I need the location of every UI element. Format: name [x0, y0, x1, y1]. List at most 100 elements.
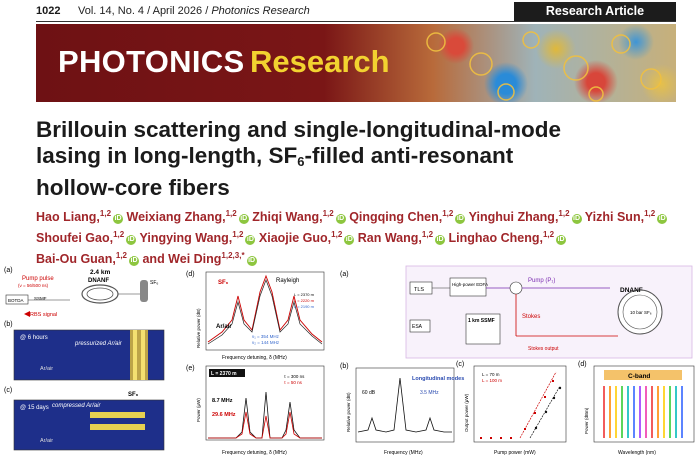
title-line-2: lasing in long-length, SF6-filled anti-r… [36, 143, 514, 169]
author-affiliation: 1,2 [558, 209, 570, 218]
author-name: Bai-Ou Guan, [36, 252, 116, 267]
orcid-icon[interactable]: iD [113, 214, 124, 225]
plot-e-xlabel: Frequency detuning, δ (MHz) [222, 450, 287, 456]
fiber-length-label: 2.4 km [90, 269, 110, 276]
author-affiliation: 1,2 [232, 230, 244, 240]
page-header: 1022 Vol. 14, No. 4 / April 2026 / Photo… [0, 0, 698, 24]
setup-pump: Pump (P₁) [528, 278, 555, 284]
panel-e-label: (e) [186, 365, 195, 372]
plot-d-trace-2 [207, 279, 323, 345]
author-affiliation: 1,2 [644, 209, 656, 218]
plot-d-xlabel: Frequency detuning, δ (MHz) [222, 355, 287, 361]
orcid-icon[interactable]: iD [246, 256, 257, 267]
author-name: Qingqing Chen, [349, 210, 443, 225]
orcid-icon[interactable]: iD [238, 214, 249, 225]
plot-d-arair: Ar/air [216, 324, 232, 330]
author-name: Ran Wang, [357, 231, 422, 246]
plot-c2-legend-1: L = 70 m [482, 372, 500, 377]
plot-c2-xlabel: Pump power (mW) [494, 450, 536, 456]
setup-tls: TLS [414, 287, 424, 293]
panel-c-label: (c) [4, 387, 12, 394]
sf6-label-a: SF₆ [150, 280, 158, 286]
plot-e-trace-2 [208, 411, 322, 439]
plot-d2-ylabel: Power (dBm) [584, 407, 589, 434]
plot-e-trace-1 [208, 391, 322, 439]
panel-a2-label: (a) [340, 271, 349, 278]
plot-d-frame [205, 271, 325, 351]
orcid-icon[interactable]: iD [435, 235, 446, 246]
plot-b2-xlabel: Frequency (MHz) [384, 450, 423, 456]
fiber-name-label: DNANF [88, 278, 109, 284]
banner-word-research: Research [250, 44, 390, 79]
author-list: Hao Liang,1,2iD Weixiang Zhang,1,2iD Zhi… [36, 205, 686, 268]
author-affiliation: 1,2,3,* [221, 251, 245, 261]
cband-strip [604, 370, 682, 380]
author-affiliation: 1,2 [322, 209, 334, 218]
plot-d-ylabel: Relative power (dB) [196, 308, 201, 348]
botda-box [5, 294, 29, 305]
plot-c2-frame [473, 365, 567, 443]
author-name: Yizhi Sun, [584, 210, 645, 225]
panel-b2-label: (b) [340, 363, 349, 370]
plot-d2-band: C-band [628, 373, 650, 380]
heatmap-b-caption: pressurized Ar/air [74, 341, 123, 347]
plot-d-legend-2: L = 2220 m [294, 298, 315, 303]
author-affiliation: 1,2 [542, 230, 555, 240]
author-affiliation: 1,2 [225, 209, 237, 218]
article-title: Brillouin scattering and single-longitud… [36, 117, 676, 201]
setup-dnanf: DNANF [620, 287, 643, 294]
plot-c2-ylabel: Output power (μW) [464, 393, 469, 432]
orcid-icon[interactable]: iD [556, 235, 567, 246]
author-affiliation: 1,2 [99, 209, 112, 218]
plot-d-legend-1: L = 2370 m [294, 292, 315, 297]
rbs-signal-label: RBS signal [30, 312, 57, 318]
heatmap-b-air: Ar/air [40, 366, 53, 372]
orcid-icon[interactable]: iD [657, 214, 668, 225]
author-affiliation: 1,2 [115, 251, 127, 261]
orcid-icon[interactable]: iD [455, 214, 466, 225]
author-line-3: Bai-Ou Guan,1,2iD and Wei Ding1,2,3,*iD [36, 247, 686, 268]
setup-ssmf: 1 km SSMF [468, 318, 495, 324]
panel-a-label: (a) [4, 267, 13, 274]
panel-d2-label: (d) [578, 361, 587, 368]
panel-b-label: (b) [4, 321, 13, 328]
rbs-arrow [24, 311, 30, 317]
plot-d-rayleigh: Rayleigh [276, 278, 299, 284]
orcid-icon[interactable]: iD [335, 214, 346, 225]
journal-banner [36, 24, 676, 102]
author-affiliation: 1,2 [421, 230, 434, 240]
pump-pulse-spec: (ν = 56/500 ns) [18, 283, 49, 288]
orcid-icon[interactable]: iD [571, 214, 582, 225]
title-line-3: hollow-core fibers [36, 175, 230, 200]
heatmap-c-air: Ar/air [40, 438, 53, 444]
orcid-icon[interactable]: iD [126, 235, 137, 246]
article-type-badge: Research Article [514, 2, 676, 21]
plot-c2-fit-1 [519, 371, 557, 439]
page-number: 1022 [36, 5, 61, 17]
author-affiliation: 1,2 [331, 230, 343, 240]
orcid-icon[interactable]: iD [344, 235, 355, 246]
plot-d-nu1: ν₁ = 354 MHz [252, 334, 280, 339]
author-line-1: Hao Liang,1,2iD Weixiang Zhang,1,2iD Zhi… [36, 205, 686, 226]
plot-e-296: 29.6 MHz [212, 412, 236, 418]
botda-label: BOTDA [8, 298, 24, 303]
author-line-2: Shoufei Gao,1,2iD Yingying Wang,1,2iD Xi… [36, 226, 686, 247]
plot-e-legend-2: τ = 50 ns [284, 380, 303, 385]
plot-b2-60db: 60 dB [362, 390, 376, 396]
plot-d2-xlabel: Wavelength (nm) [618, 450, 656, 456]
heatmap-b-time: @ 6 hours [20, 335, 48, 341]
header-rule [36, 21, 676, 22]
orcid-icon[interactable]: iD [245, 235, 256, 246]
author-name: and Wei Ding [142, 252, 222, 267]
setup-esa: ESA [412, 324, 423, 330]
journal-citation: Vol. 14, No. 4 / April 2026 / Photonics … [78, 5, 310, 17]
plot-d-sf6: SF₆ [218, 280, 229, 286]
author-name: Yingying Wang, [139, 231, 233, 246]
orcid-icon[interactable]: iD [129, 256, 139, 267]
author-affiliation: 1,2 [442, 209, 454, 218]
figure-svg: (a) Pump pulse (ν = 56/500 ns) BOTDA SSM… [4, 265, 695, 456]
plot-e-87: 8.7 MHz [212, 398, 233, 404]
heatmap-c-caption: compressed Ar/air [52, 403, 101, 409]
ssmf-label: SSMF [34, 296, 47, 301]
plot-e-L: L = 2370 m [211, 371, 237, 377]
